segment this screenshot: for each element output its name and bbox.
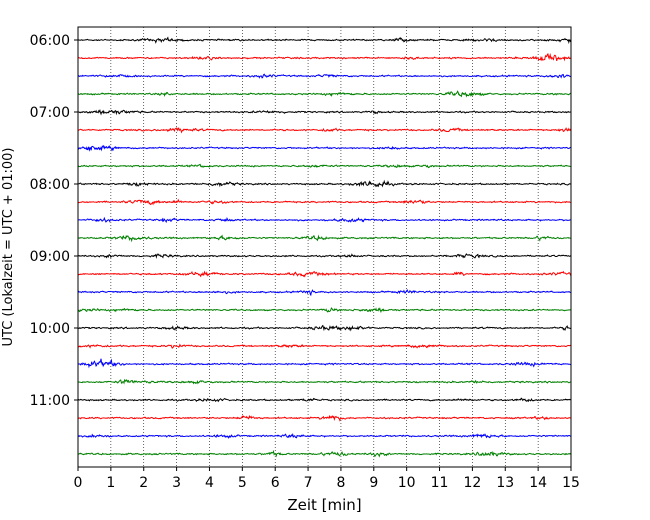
trace-0615	[77, 52, 572, 62]
x-tick-label: 4	[205, 475, 214, 491]
trace-1130	[77, 432, 572, 439]
y-axis-label: UTC (Lokalzeit = UTC + 01:00)	[1, 148, 16, 347]
trace-1000	[77, 324, 572, 332]
x-tick-label: 12	[463, 475, 481, 491]
x-tick-label: 11	[431, 475, 449, 491]
x-tick-label: 8	[336, 475, 345, 491]
trace-1145	[77, 449, 572, 458]
trace-0800	[77, 179, 572, 188]
trace-0730	[77, 144, 572, 152]
x-tick-label: 9	[369, 475, 378, 491]
y-tick-label: 06:00	[30, 33, 70, 49]
trace-0930	[77, 288, 572, 297]
grid-lines	[110, 27, 539, 467]
x-tick-label: 7	[304, 475, 313, 491]
trace-0700	[77, 109, 572, 116]
trace-0830	[77, 216, 572, 224]
y-tick-label: 07:00	[30, 105, 70, 121]
trace-0630	[77, 73, 572, 79]
y-tick-label: 08:00	[30, 177, 70, 193]
trace-1115	[77, 414, 572, 422]
trace-0715	[77, 127, 572, 134]
trace-0915	[77, 270, 572, 278]
x-tick-label: 2	[139, 475, 148, 491]
seismic-traces	[77, 36, 572, 458]
y-tick-label: 09:00	[30, 249, 70, 265]
trace-1030	[77, 358, 572, 369]
x-tick-label: 6	[271, 475, 280, 491]
x-tick-label: 1	[106, 475, 115, 491]
x-tick-label: 0	[74, 475, 83, 491]
y-axis-ticks: 06:00 07:00 08:00 09:00 10:00 11:00	[30, 33, 78, 409]
plot-frame	[77, 26, 572, 468]
trace-1045	[77, 378, 572, 385]
trace-0845	[77, 234, 572, 243]
x-tick-label: 3	[172, 475, 181, 491]
trace-0745	[77, 163, 572, 169]
trace-1100	[77, 397, 572, 403]
trace-0815	[77, 198, 572, 206]
x-tick-label: 13	[496, 475, 514, 491]
trace-0645	[77, 90, 572, 98]
trace-0900	[77, 253, 572, 259]
x-axis-label: Zeit [min]	[287, 496, 361, 514]
x-tick-label: 10	[398, 475, 416, 491]
x-axis-ticks: 0 1 2 3 4 5 6 7 8 9 10 11 12 13 14 15	[74, 467, 580, 491]
y-tick-label: 10:00	[30, 321, 70, 337]
trace-0945	[77, 307, 572, 314]
y-tick-label: 11:00	[30, 393, 70, 409]
trace-0600	[77, 36, 572, 45]
x-tick-label: 5	[238, 475, 247, 491]
x-tick-label: 15	[562, 475, 580, 491]
x-tick-label: 14	[529, 475, 547, 491]
trace-1015	[77, 343, 572, 349]
